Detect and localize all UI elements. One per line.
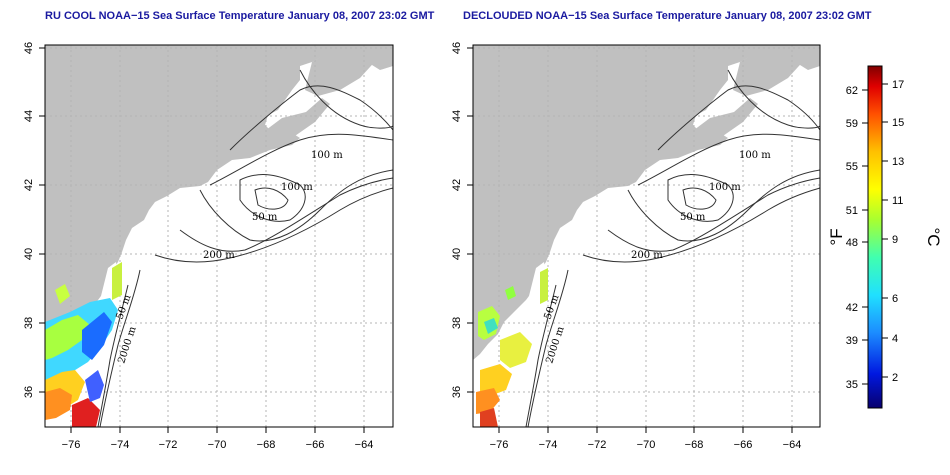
colorbar-celsius-labels: 17 15 13 11 9 6 4 2: [892, 79, 904, 384]
colorbar-f-59: 59: [846, 118, 858, 130]
right-lon-76: −76: [490, 439, 509, 451]
left-lat-38: 38: [23, 317, 35, 329]
left-lat-42: 42: [23, 179, 35, 191]
right-lon-68: −68: [685, 439, 704, 451]
right-lat-46: 46: [451, 42, 463, 54]
left-lat-46: 46: [23, 42, 35, 54]
right-lat-36: 36: [451, 386, 463, 398]
left-sst-data: [45, 262, 122, 427]
colorbar-f-39: 39: [846, 335, 858, 347]
left-contour-label-100a: 100 m: [311, 150, 343, 161]
colorbar-f-42: 42: [846, 302, 858, 314]
left-contour-label-100b: 100 m: [281, 182, 313, 193]
right-land-nova-scotia: [678, 98, 758, 152]
colorbar: 62 59 55 51 48 42 39 35 17 15 13 11 9 6 …: [827, 65, 943, 409]
right-map-panel: 100 m 100 m 50 m 200 m 50 m 2000 m 46 44…: [451, 42, 821, 451]
left-lat-40: 40: [23, 248, 35, 260]
colorbar-c-9: 9: [892, 234, 898, 246]
right-lat-40: 40: [451, 248, 463, 260]
right-contour-label-50a: 50 m: [680, 212, 706, 223]
left-lon-74: −74: [111, 439, 130, 451]
colorbar-f-62: 62: [846, 85, 858, 97]
left-land-peninsula: [305, 46, 380, 96]
colorbar-f-55: 55: [846, 161, 858, 173]
left-lon-66: −66: [306, 439, 325, 451]
colorbar-c-11: 11: [892, 195, 903, 207]
colorbar-c-2: 2: [892, 372, 898, 384]
left-lon-70: −70: [208, 439, 227, 451]
right-gridlines: [473, 45, 820, 427]
left-lat-36: 36: [23, 386, 35, 398]
right-lon-66: −66: [734, 439, 753, 451]
colorbar-gradient: [867, 65, 883, 409]
left-lon-64: −64: [355, 439, 374, 451]
right-land-peninsula: [733, 46, 808, 96]
right-contour-label-100b: 100 m: [709, 182, 741, 193]
left-contour-label-200: 200 m: [203, 250, 235, 261]
colorbar-c-6: 6: [892, 293, 898, 305]
left-map-frame: [44, 44, 394, 428]
colorbar-tick-marks: [862, 83, 888, 385]
colorbar-f-51: 51: [846, 205, 858, 217]
left-lat-labels: 46 44 42 40 38 36: [23, 42, 35, 398]
left-gridlines: [45, 45, 393, 427]
left-lon-68: −68: [257, 439, 276, 451]
right-map-title: DECLOUDED NOAA−15 Sea Surface Temperatur…: [463, 10, 872, 22]
colorbar-fahrenheit-unit: °F: [827, 228, 846, 245]
right-contour-label-200: 200 m: [631, 250, 663, 261]
left-lon-72: −72: [159, 439, 178, 451]
right-contour-label-100a: 100 m: [739, 150, 771, 161]
left-lon-labels: −76 −74 −72 −70 −68 −66 −64: [62, 439, 374, 451]
colorbar-f-48: 48: [846, 237, 858, 249]
colorbar-f-35: 35: [846, 379, 858, 391]
colorbar-c-13: 13: [892, 156, 904, 168]
left-map-panel: 100 m 100 m 50 m 200 m 50 m 2000 m 46 44…: [23, 42, 394, 451]
left-contour-label-50a: 50 m: [252, 212, 278, 223]
colorbar-fahrenheit-labels: 62 59 55 51 48 42 39 35: [846, 85, 858, 391]
right-tick-marks: [467, 47, 793, 433]
left-land-mass: [45, 45, 393, 360]
right-lat-44: 44: [451, 110, 463, 122]
left-lon-76: −76: [62, 439, 81, 451]
left-depth-contours: [97, 69, 393, 427]
right-lon-labels: −76 −74 −72 −70 −68 −66 −64: [490, 439, 802, 451]
colorbar-c-17: 17: [892, 79, 904, 91]
left-land-nova-scotia: [250, 98, 330, 152]
right-lat-42: 42: [451, 179, 463, 191]
right-lat-38: 38: [451, 317, 463, 329]
colorbar-c-15: 15: [892, 117, 904, 129]
right-lon-64: −64: [783, 439, 802, 451]
colorbar-c-4: 4: [892, 333, 898, 345]
right-lon-70: −70: [637, 439, 656, 451]
right-lat-labels: 46 44 42 40 38 36: [451, 42, 463, 398]
right-sst-data: [476, 268, 548, 427]
colorbar-celsius-unit: °C: [924, 227, 943, 246]
right-lon-74: −74: [539, 439, 558, 451]
right-land-mass: [473, 45, 820, 360]
left-tick-marks: [39, 47, 365, 433]
left-lat-44: 44: [23, 110, 35, 122]
right-depth-contours: [525, 69, 820, 427]
left-map-title: RU COOL NOAA−15 Sea Surface Temperature …: [45, 10, 435, 22]
right-lon-72: −72: [588, 439, 607, 451]
